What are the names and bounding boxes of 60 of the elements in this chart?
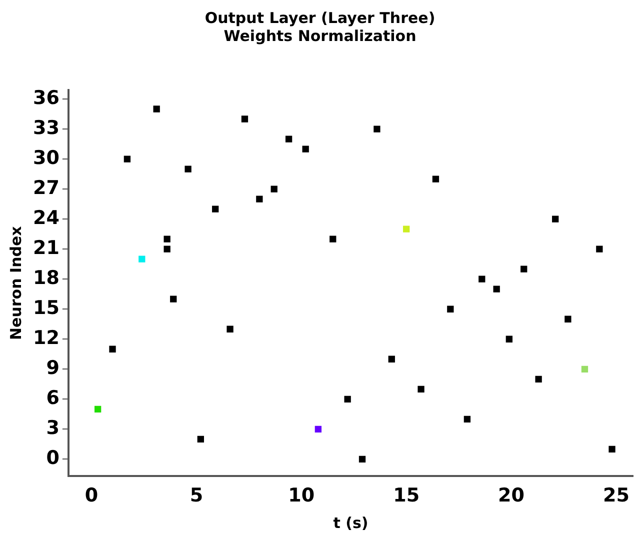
point	[388, 356, 395, 362]
point	[164, 246, 170, 252]
point	[447, 306, 454, 312]
x-tick-label: 5	[190, 484, 204, 507]
point	[564, 316, 572, 322]
y-axis-title: Neuron Index	[6, 226, 25, 340]
point	[212, 206, 219, 212]
point	[506, 336, 513, 342]
y-tick-label: 0	[46, 447, 60, 470]
point	[138, 256, 146, 262]
point	[596, 246, 603, 252]
point	[535, 376, 542, 382]
point	[109, 346, 116, 352]
point	[184, 166, 192, 172]
point	[164, 236, 170, 242]
point	[302, 146, 309, 152]
x-tick-label: 0	[84, 484, 98, 507]
y-tick-label: 15	[32, 297, 60, 320]
point	[374, 126, 380, 132]
y-tick-label: 12	[32, 327, 60, 350]
point	[241, 116, 248, 122]
point	[124, 156, 131, 162]
point	[314, 426, 322, 433]
point	[432, 176, 440, 182]
point	[330, 236, 336, 242]
y-tick-label: 33	[32, 116, 60, 139]
y-tick-label: 27	[32, 176, 60, 199]
point	[520, 266, 528, 272]
point	[270, 186, 278, 192]
point	[153, 106, 160, 112]
point	[493, 286, 500, 292]
y-tick-label: 9	[46, 357, 60, 380]
point	[464, 416, 471, 422]
point	[358, 456, 366, 463]
chart-title: Output Layer (Layer Three) Weights Normalization	[204, 8, 436, 45]
point	[197, 436, 204, 443]
point	[581, 366, 588, 372]
y-tick-label: 3	[46, 417, 60, 440]
x-axis-title: t (s)	[333, 514, 368, 532]
y-tick-label: 18	[32, 267, 60, 290]
point	[418, 386, 424, 392]
point	[94, 406, 102, 412]
point	[608, 446, 616, 453]
x-tick-label: 10	[288, 484, 315, 507]
x-tick-label: 25	[602, 484, 630, 507]
y-tick-label: 24	[32, 207, 60, 230]
point	[226, 326, 234, 332]
y-tick-label: 6	[46, 387, 60, 410]
point	[170, 296, 177, 302]
y-tick-label: 36	[32, 86, 60, 109]
point	[344, 396, 351, 402]
point	[285, 136, 292, 142]
point	[256, 196, 263, 202]
point	[552, 216, 559, 222]
point	[403, 226, 410, 232]
x-tick-label: 20	[498, 484, 524, 507]
y-tick-label: 30	[32, 146, 60, 169]
y-tick-label: 21	[32, 237, 60, 260]
x-tick-label: 15	[393, 484, 420, 507]
point	[478, 276, 486, 282]
